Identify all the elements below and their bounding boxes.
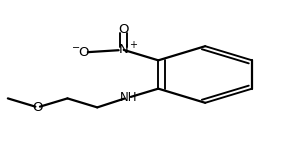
Text: O: O — [32, 101, 43, 114]
Text: NH: NH — [120, 91, 137, 104]
Text: −: − — [72, 43, 80, 53]
Text: O: O — [119, 23, 129, 36]
Text: O: O — [79, 46, 89, 59]
Text: N: N — [119, 43, 129, 56]
Text: +: + — [129, 40, 137, 50]
